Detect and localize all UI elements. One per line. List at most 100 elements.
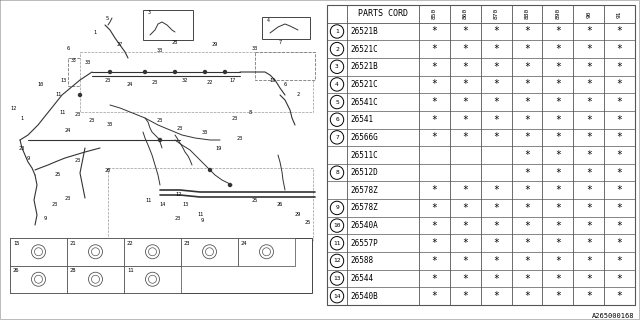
Text: *: * [524,238,530,248]
Text: *: * [462,203,468,213]
Text: *: * [493,256,499,266]
Text: 29: 29 [212,43,218,47]
Text: *: * [493,44,499,54]
Text: 33: 33 [157,47,163,52]
Text: *: * [462,185,468,195]
Text: *: * [462,274,468,284]
Text: *: * [616,238,623,248]
Text: 23: 23 [52,203,58,207]
Text: 3: 3 [335,64,339,69]
Text: 24: 24 [65,127,71,132]
Bar [10,238,312,293]
Text: 23: 23 [184,241,191,246]
Text: 4: 4 [335,82,339,87]
Circle shape [173,70,177,74]
Text: *: * [493,27,499,36]
Text: *: * [586,115,591,125]
Text: *: * [555,274,561,284]
Text: *: * [555,150,561,160]
Text: 1: 1 [335,29,339,34]
Text: 9: 9 [200,218,204,222]
Bar [124,266,181,293]
Text: 5: 5 [335,100,339,105]
Text: 15: 15 [269,77,275,83]
Text: 28: 28 [70,268,77,274]
Bar [238,238,295,266]
Text: 23: 23 [19,146,25,150]
Text: 23: 23 [157,117,163,123]
Text: *: * [524,220,530,231]
Text: 3: 3 [148,11,151,15]
Text: *: * [616,132,623,142]
Text: *: * [555,256,561,266]
Text: *: * [493,62,499,72]
Text: *: * [616,274,623,284]
Text: 26578Z: 26578Z [350,186,378,195]
Text: *: * [524,203,530,213]
Text: 880: 880 [525,8,529,20]
Text: *: * [616,27,623,36]
Text: *: * [462,27,468,36]
Text: *: * [493,274,499,284]
Bar [10,238,67,266]
Text: *: * [493,132,499,142]
Text: *: * [524,62,530,72]
Text: 4: 4 [267,18,270,22]
Text: *: * [431,220,437,231]
Bar [255,52,315,80]
Text: *: * [493,203,499,213]
Text: *: * [493,79,499,89]
Text: 19: 19 [215,146,221,150]
Text: *: * [555,79,561,89]
Text: *: * [462,62,468,72]
Bar [327,5,635,305]
Bar [80,52,313,112]
Text: *: * [586,168,591,178]
Text: 5: 5 [106,15,109,20]
Text: *: * [555,44,561,54]
Text: *: * [524,291,530,301]
Text: *: * [524,115,530,125]
Text: 26578Z: 26578Z [350,204,378,212]
Text: 13: 13 [60,77,66,83]
Text: 23: 23 [75,113,81,117]
Text: *: * [431,238,437,248]
Text: *: * [462,115,468,125]
Text: *: * [524,185,530,195]
Text: 23: 23 [75,157,81,163]
Text: *: * [616,256,623,266]
Text: 10: 10 [333,223,340,228]
Text: A265000168: A265000168 [591,313,634,319]
Text: *: * [555,203,561,213]
Text: *: * [555,291,561,301]
Text: 23: 23 [65,196,71,201]
Text: 23: 23 [177,125,183,131]
Text: 26521B: 26521B [350,62,378,71]
Text: 9: 9 [44,215,47,220]
Text: 25: 25 [305,220,311,225]
Text: 11: 11 [145,197,151,203]
Text: *: * [616,44,623,54]
Text: 90: 90 [586,10,591,18]
Circle shape [143,70,147,74]
Text: 25: 25 [55,172,61,178]
Text: 28: 28 [172,39,178,44]
Text: *: * [524,274,530,284]
Text: *: * [524,256,530,266]
Text: 6: 6 [335,117,339,122]
Text: 32: 32 [182,77,188,83]
Text: *: * [586,220,591,231]
Text: *: * [493,220,499,231]
Text: *: * [555,62,561,72]
Text: 12: 12 [175,193,181,197]
Text: *: * [493,97,499,107]
Text: *: * [586,238,591,248]
Text: *: * [524,27,530,36]
Text: *: * [616,97,623,107]
Text: *: * [524,44,530,54]
Text: 23: 23 [89,117,95,123]
Bar [67,238,124,266]
Text: *: * [616,220,623,231]
Text: 890: 890 [556,8,561,20]
Text: *: * [431,79,437,89]
